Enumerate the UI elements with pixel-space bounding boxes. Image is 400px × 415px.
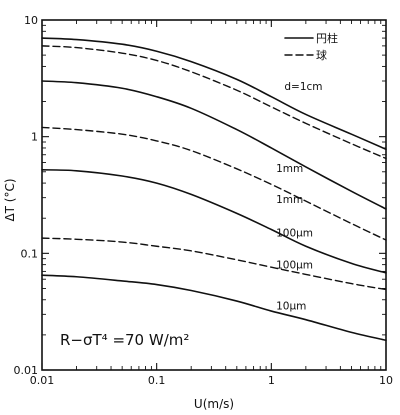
x-tick-label: 0.01 (30, 374, 55, 387)
series-line-4 (41, 169, 387, 274)
legend-label-sphere: 球 (316, 48, 327, 62)
series-label: 100μm (276, 227, 313, 239)
series-label: 100μm (276, 260, 313, 272)
annotation: R−σT⁴ =70 W/m² (60, 331, 189, 349)
series-label: 1mm (276, 163, 303, 175)
x-tick-label: 10 (379, 374, 393, 387)
y-axis-label: ΔT (°C) (3, 178, 17, 221)
x-tick-label: 0.1 (148, 374, 166, 387)
y-tick-label: 10 (24, 14, 38, 27)
series-line-1 (41, 45, 387, 160)
tick-labels: 0.01 0.1 1 10 0.01 0.1 1 10 (14, 14, 394, 387)
plot-frame (41, 19, 387, 371)
series-label: 10μm (276, 301, 306, 313)
legend: 円柱 球 (284, 31, 338, 62)
series-line-5 (41, 237, 387, 291)
y-tick-label: 0.1 (21, 247, 39, 260)
series-label: d=1cm (284, 81, 322, 93)
y-tick-label: 0.01 (14, 364, 39, 377)
series-line-6 (41, 274, 387, 342)
series-line-0 (41, 37, 387, 151)
x-axis-label: U(m/s) (194, 397, 234, 411)
x-tick-label: 1 (268, 374, 275, 387)
legend-label-cylinder: 円柱 (316, 31, 338, 45)
series-labels: d=1cm 1mm 1mm 100μm 100μm 10μm (276, 81, 322, 312)
series-line-3 (41, 126, 387, 241)
axis-ticks (41, 20, 386, 371)
y-tick-label: 1 (31, 131, 38, 144)
plot-series (41, 37, 387, 342)
series-label: 1mm (276, 194, 303, 206)
series-line-2 (41, 80, 387, 210)
